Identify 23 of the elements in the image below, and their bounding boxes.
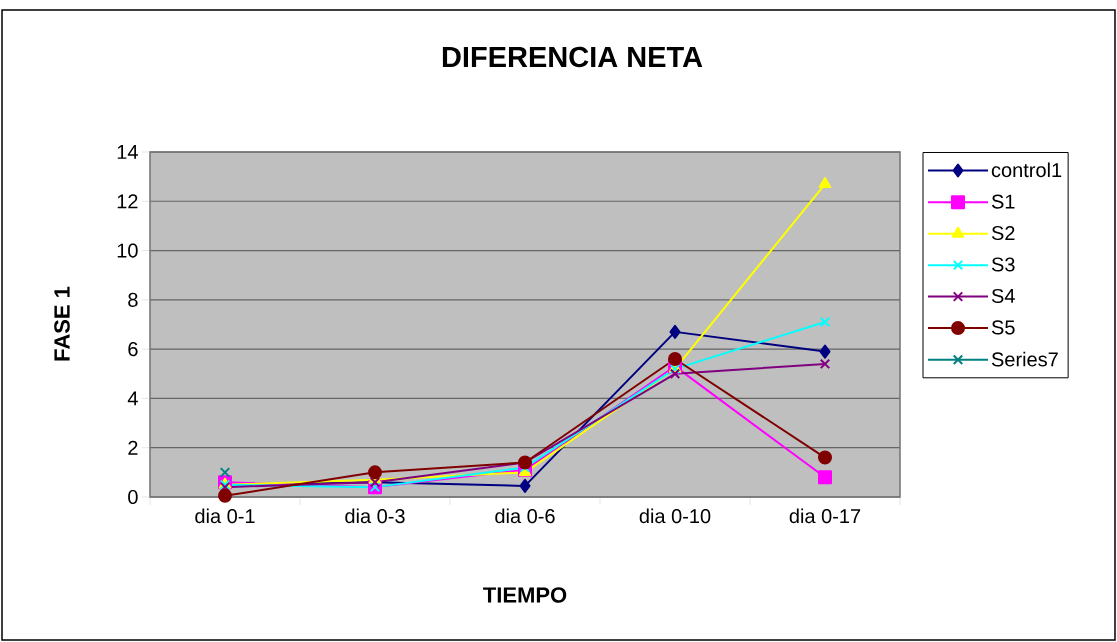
y-tick-label: 8 [128, 292, 138, 307]
legend-label: S4 [991, 288, 1015, 304]
legend-label: S2 [991, 225, 1015, 241]
legend-label: S1 [991, 194, 1015, 209]
y-tick-label: 14 [117, 145, 138, 159]
legend-label: Series7 [991, 351, 1058, 367]
y-tick-label: 2 [128, 440, 138, 455]
x-tick-label: dia 0-1 [195, 508, 255, 524]
x-tick-label: dia 0-3 [345, 508, 405, 524]
y-axis-title: FASE 1 [54, 286, 70, 361]
x-tick-label: dia 0-6 [495, 508, 555, 524]
y-tick-label: 4 [127, 391, 138, 406]
y-tick-label: 0 [128, 489, 138, 505]
y-tick-label: 10 [117, 243, 138, 258]
y-tick-label: 6 [128, 342, 138, 357]
x-tick-label: dia 0-10 [639, 508, 711, 524]
chart-title: DIFERENCIA NETA [442, 46, 703, 68]
legend-label: control1 [991, 162, 1062, 178]
y-tick-label: 12 [117, 194, 138, 209]
legend-label: S5 [991, 320, 1015, 335]
x-tick-label: dia 0-17 [789, 508, 861, 524]
legend-label: S3 [991, 257, 1015, 272]
x-axis-title: TIEMPO [483, 587, 567, 603]
